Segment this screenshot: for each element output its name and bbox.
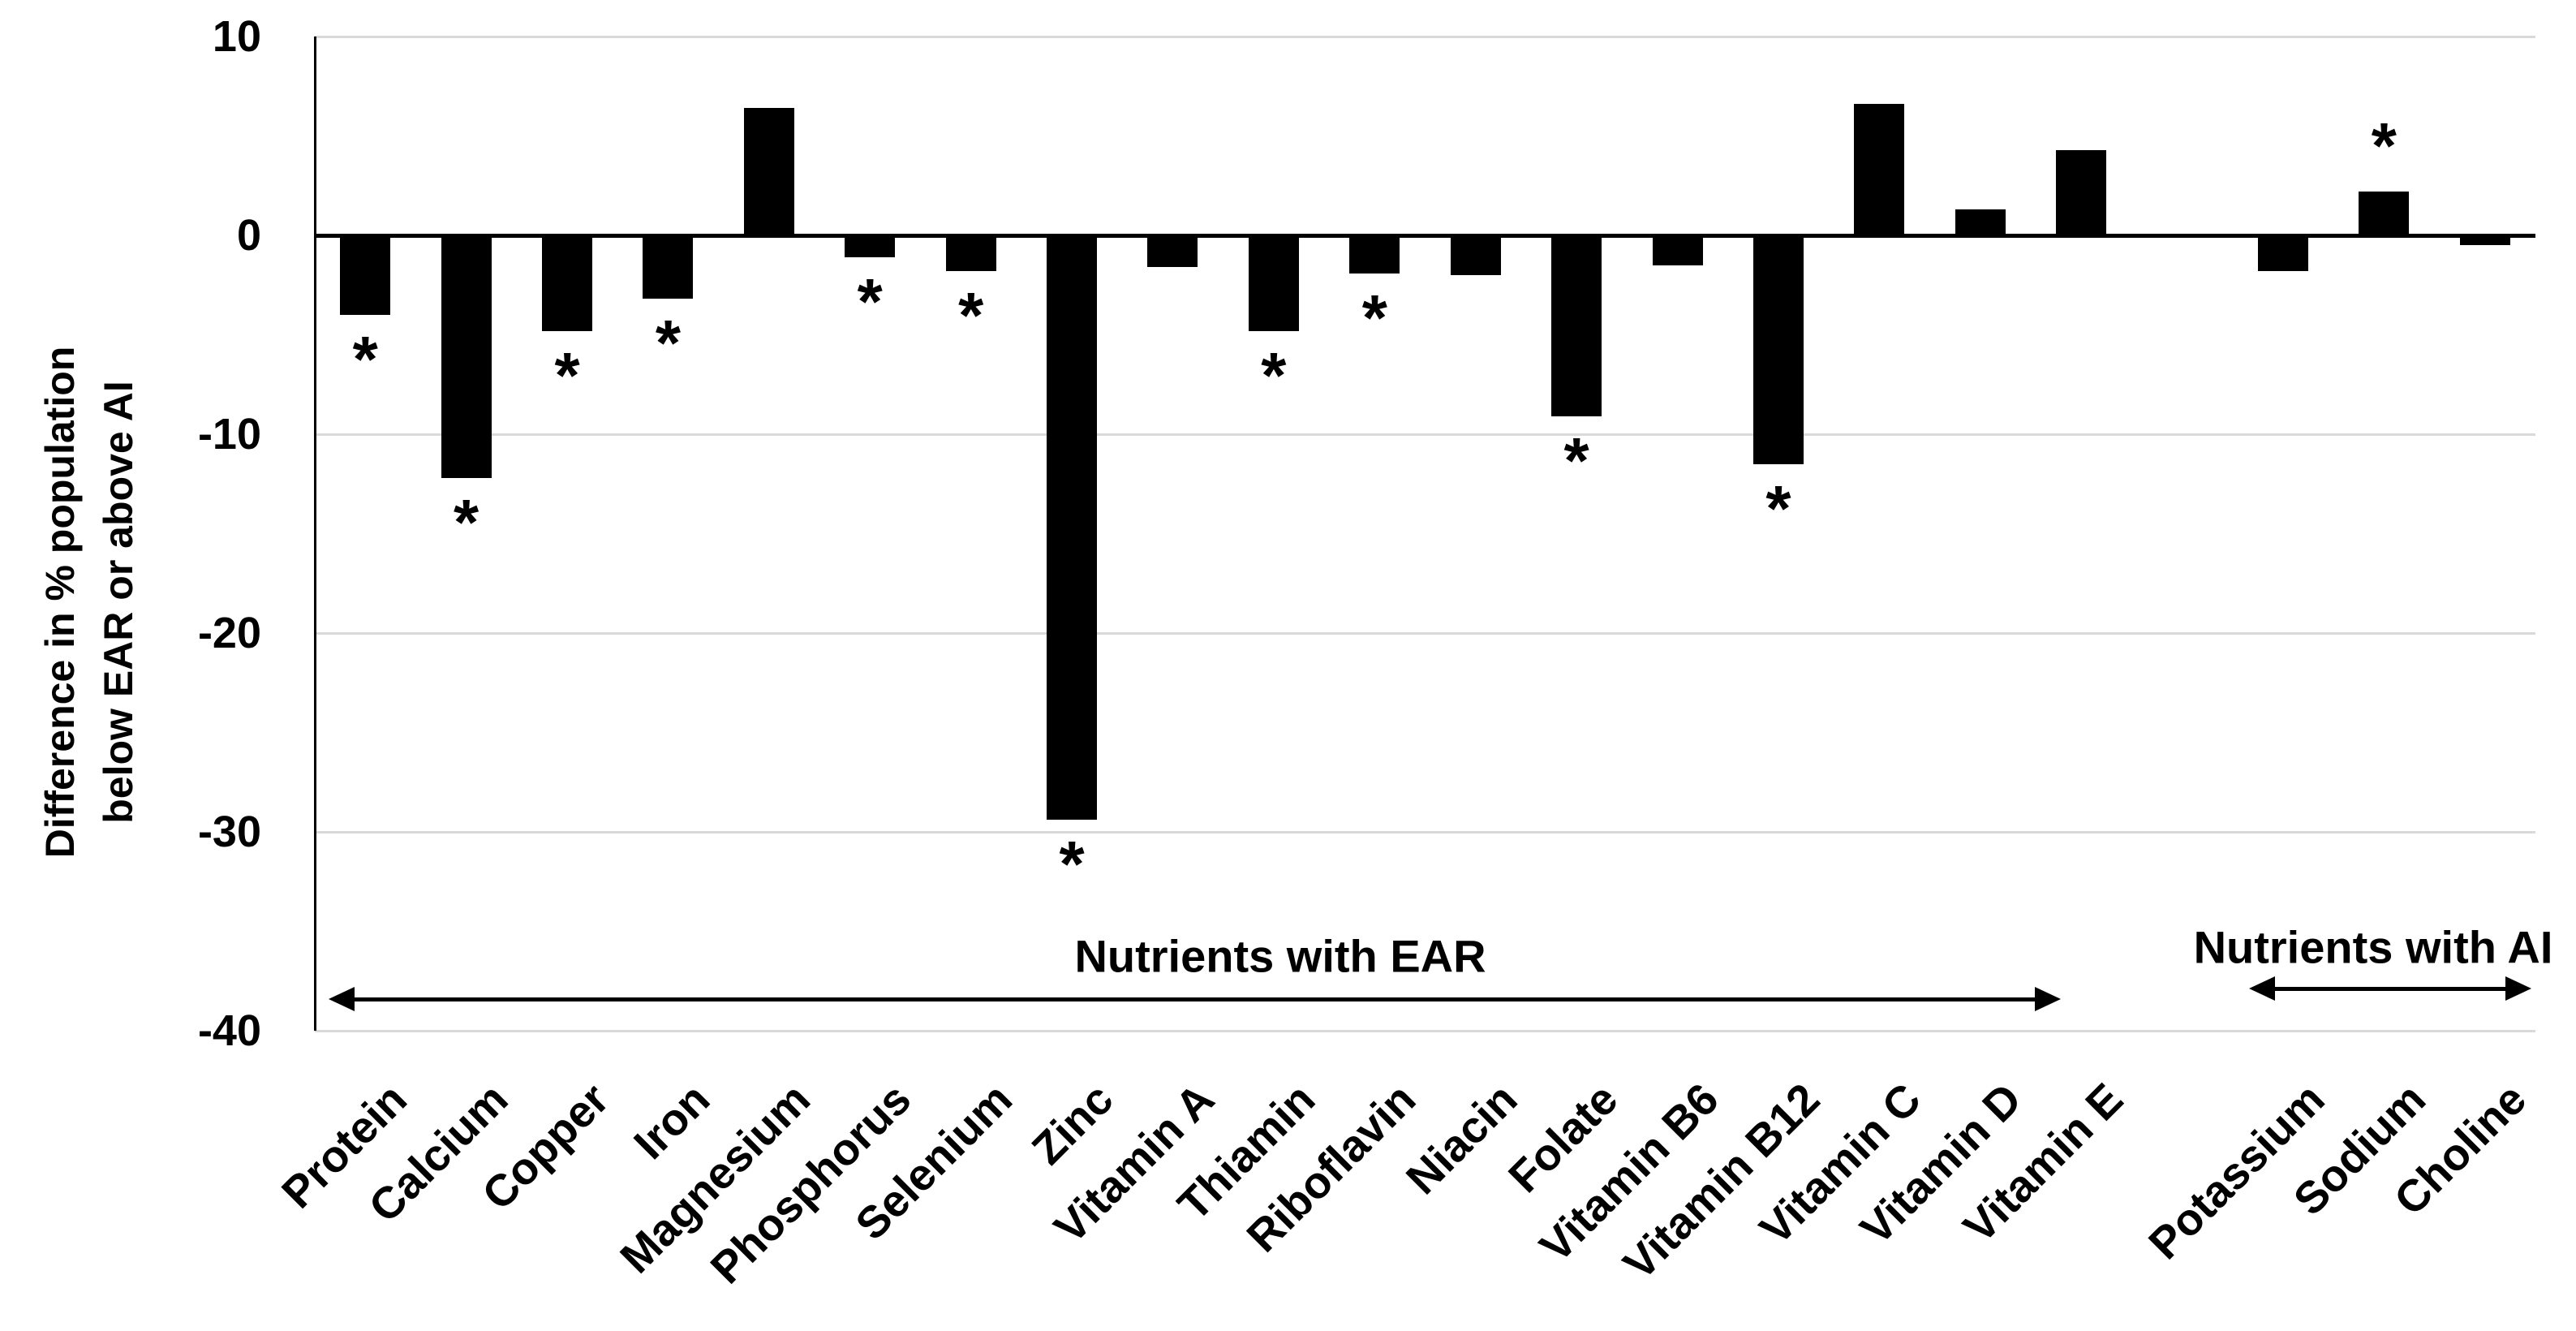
zero-axis-line: [315, 233, 2535, 238]
y-tick-label-0: 0: [236, 211, 261, 260]
significance-asterisk-vitamin-b12: *: [1765, 472, 1791, 545]
bar-vitamin-a: [1147, 235, 1198, 268]
ear-range-arrow-line: [350, 997, 2040, 1001]
gridline--30: [315, 830, 2535, 833]
ai-arrow-left-head-icon: [2249, 976, 2275, 1001]
gridline-10: [315, 35, 2535, 38]
y-axis-title-line2: below EAR or above AI: [96, 381, 141, 824]
y-axis-title-line1: Difference in % population: [37, 346, 83, 859]
bar-protein: [340, 235, 391, 315]
significance-asterisk-folate: *: [1563, 424, 1589, 498]
bar-vitamin-e: [2056, 149, 2107, 235]
y-axis-title: Difference in % population below EAR or …: [31, 237, 151, 967]
bar-copper: [542, 235, 593, 331]
bar-selenium: [945, 235, 996, 272]
bar-riboflavin: [1349, 235, 1400, 274]
significance-asterisk-sodium: *: [2371, 110, 2397, 183]
significance-asterisk-copper: *: [554, 338, 580, 411]
significance-asterisk-thiamin: *: [1261, 338, 1287, 411]
significance-asterisk-protein: *: [352, 323, 378, 396]
bar-choline: [2459, 235, 2510, 246]
y-tick-label--40: -40: [197, 1006, 261, 1055]
bar-sodium: [2359, 192, 2410, 235]
bar-vitamin-c: [1854, 104, 1905, 235]
x-axis-label-niacin: Niacin: [1396, 1073, 1527, 1204]
y-tick-label--30: -30: [197, 808, 261, 856]
ai-arrow-right-head-icon: [2505, 976, 2531, 1001]
bar-thiamin: [1248, 235, 1299, 331]
bar-potassium: [2257, 235, 2308, 272]
group-annotation-ear: Nutrients with EAR: [1074, 930, 1486, 982]
bar-niacin: [1450, 235, 1501, 275]
bar-magnesium: [743, 108, 794, 235]
y-axis-line: [313, 37, 316, 1031]
ai-range-arrow-line: [2270, 986, 2510, 991]
bar-iron: [643, 235, 694, 299]
significance-asterisk-selenium: *: [958, 279, 984, 352]
gridline--40: [315, 1029, 2535, 1032]
significance-asterisk-iron: *: [655, 307, 681, 380]
bar-vitamin-d: [1955, 209, 2006, 235]
ear-arrow-left-head-icon: [329, 987, 355, 1011]
y-tick-label--10: -10: [197, 410, 261, 459]
bar-folate: [1551, 235, 1602, 416]
significance-asterisk-calcium: *: [454, 486, 480, 559]
gridline--20: [315, 631, 2535, 635]
bar-zinc: [1047, 235, 1098, 821]
y-tick-label--20: -20: [197, 609, 261, 657]
bar-vitamin-b6: [1652, 235, 1703, 265]
significance-asterisk-phosphorus: *: [857, 265, 883, 338]
significance-asterisk-riboflavin: *: [1361, 281, 1387, 354]
bar-vitamin-b12: [1752, 235, 1804, 464]
significance-asterisk-zinc: *: [1059, 828, 1085, 901]
gridline--10: [315, 433, 2535, 436]
bar-calcium: [441, 235, 492, 478]
bar-phosphorus: [845, 235, 896, 257]
group-annotation-ai: Nutrients with AI: [2193, 921, 2553, 973]
ear-arrow-right-head-icon: [2035, 987, 2061, 1011]
y-tick-label-10: 10: [212, 12, 261, 61]
